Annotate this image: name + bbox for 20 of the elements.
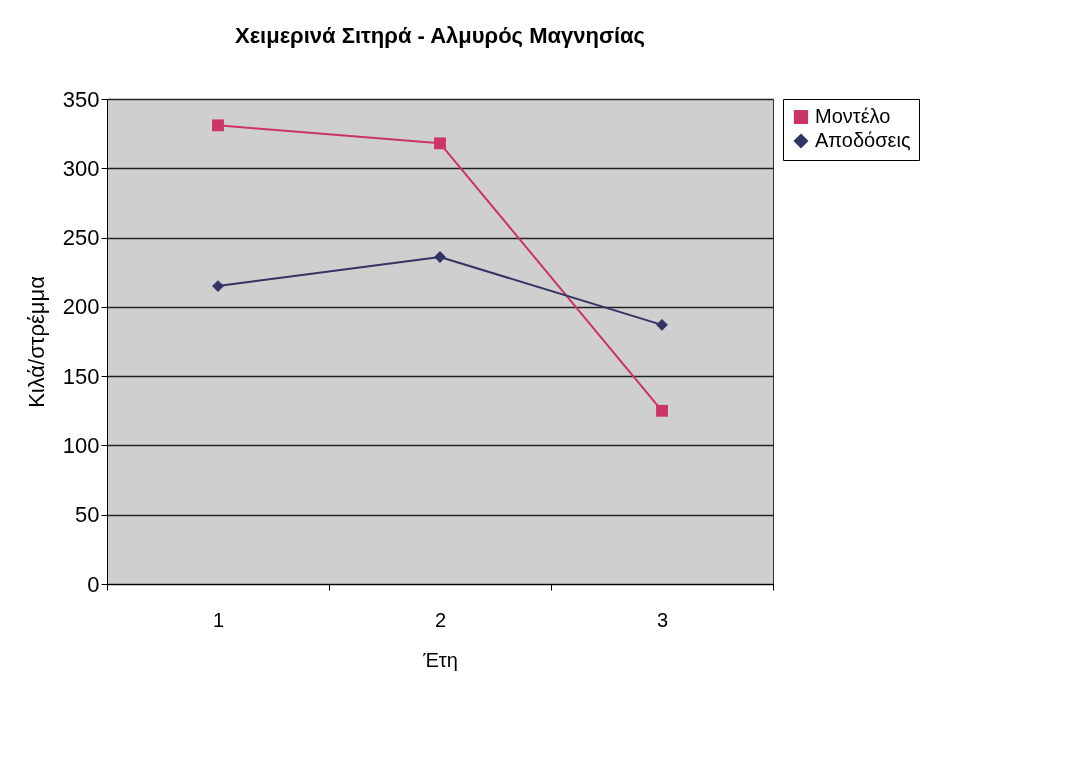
- legend-label: Αποδόσεις: [815, 129, 911, 151]
- y-tick-label: 300: [62, 155, 100, 181]
- x-tick-label: 2: [434, 608, 447, 631]
- y-axis-title: Κιλά/στρέμμα: [23, 275, 49, 408]
- y-tick-label: 100: [62, 432, 100, 458]
- y-tick-label: 50: [75, 502, 100, 528]
- y-tick-label: 350: [62, 86, 100, 112]
- y-tick-label: 0: [87, 571, 100, 597]
- y-tick-label: 200: [62, 294, 100, 320]
- point: [212, 119, 224, 132]
- legend-label: Μοντέλο: [815, 105, 891, 127]
- x-tick-label: 1: [212, 608, 225, 631]
- y-tick-label: 150: [62, 363, 100, 389]
- x-axis-title: Έτη: [422, 648, 458, 671]
- y-tick-label: 250: [62, 225, 100, 251]
- point: [656, 318, 668, 331]
- chart-title: Χειμερινά Σιτηρά - Αλμυρός Μαγνησίας: [234, 23, 646, 48]
- point: [434, 137, 446, 150]
- point: [656, 404, 668, 417]
- x-tick-label: 3: [656, 608, 669, 631]
